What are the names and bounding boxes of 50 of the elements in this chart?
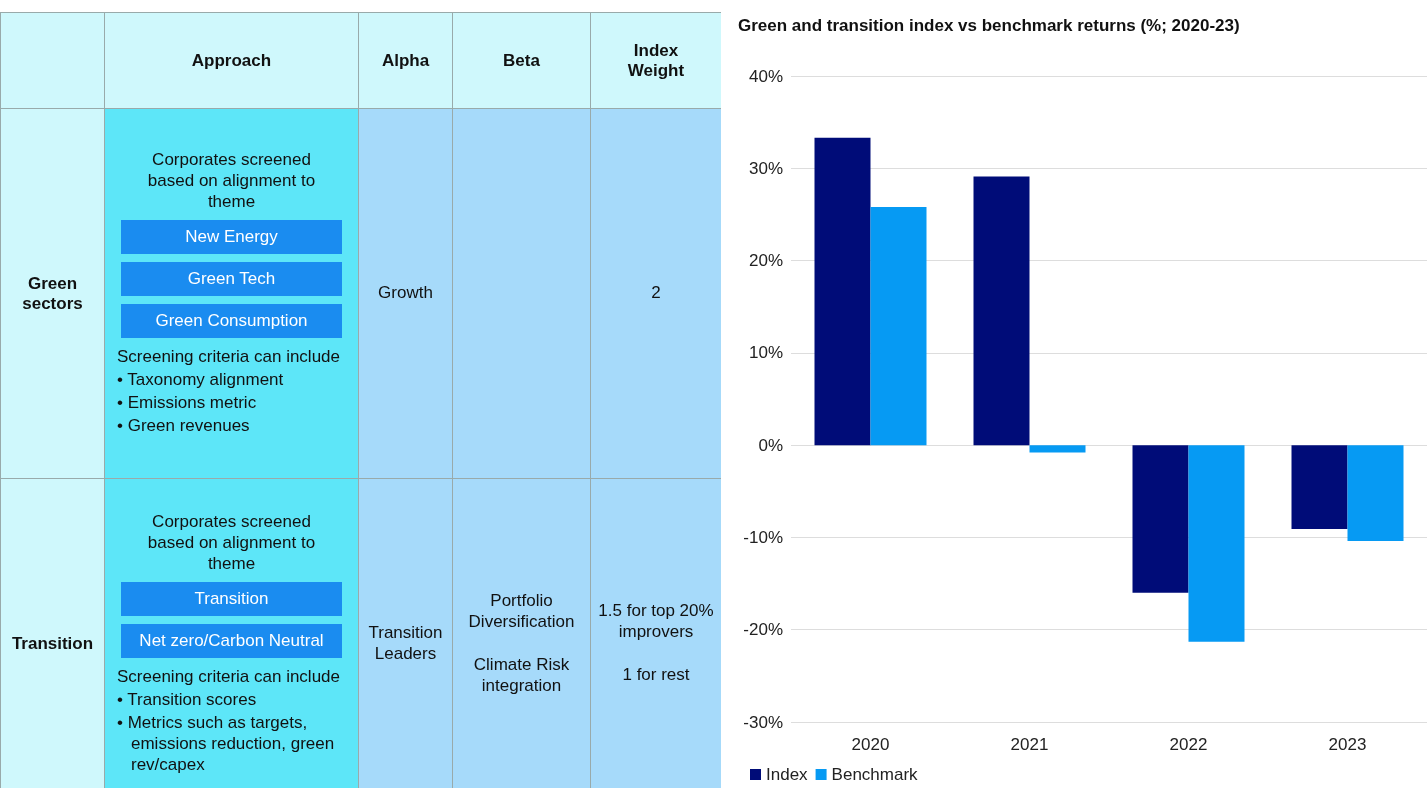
category-label: Index Weight xyxy=(590,12,722,109)
text: Growth xyxy=(378,283,433,302)
text: Transition Leaders xyxy=(368,622,443,663)
bar xyxy=(814,137,871,446)
bar xyxy=(1291,445,1348,530)
bar xyxy=(1188,445,1245,642)
bar xyxy=(1132,445,1189,593)
text: New Energy xyxy=(185,227,278,246)
y-tick-label: -30% xyxy=(743,712,783,732)
legend-label: Benchmark xyxy=(831,765,919,784)
y-tick-label: 0% xyxy=(758,435,783,455)
text: Net zero/Carbon Neutral xyxy=(139,630,324,650)
y-tick-label: 20% xyxy=(748,251,783,271)
y-tick-label: 40% xyxy=(748,66,783,86)
bar xyxy=(870,207,927,446)
text: Green Tech xyxy=(187,269,276,288)
text: Transition xyxy=(194,588,269,608)
category-label: Beta xyxy=(452,12,591,109)
x-tick-label: 2023 xyxy=(1328,735,1367,754)
text: • Metrics such as targets, emissions reduction, green rev/capex xyxy=(117,712,335,774)
chart-title: Green and transition index vs benchmark returns (%; 2020-23) xyxy=(738,16,1240,35)
category-label: Green sectors xyxy=(22,273,83,313)
text: Corporates screened based on alignment to theme xyxy=(147,150,316,211)
x-tick-label: 2021 xyxy=(1010,735,1049,754)
x-tick-label: 2020 xyxy=(851,735,890,754)
text: 1 for rest xyxy=(622,665,690,684)
bar xyxy=(1029,445,1086,453)
text: Portfolio Diversification xyxy=(468,590,575,631)
text: Corporates screened based on alignment to theme xyxy=(147,511,316,573)
x-tick-label: 2022 xyxy=(1169,735,1208,754)
category-label: Transition xyxy=(11,633,94,653)
y-tick-label: 10% xyxy=(748,343,783,363)
category-label: Alpha xyxy=(358,12,453,109)
text: Screening criteria can include xyxy=(117,347,341,366)
text: • Emissions metric xyxy=(117,393,257,412)
text: 2 xyxy=(651,283,661,302)
bar xyxy=(973,176,1030,446)
text: • Green revenues xyxy=(117,416,250,435)
text: Climate Risk integration xyxy=(473,654,570,695)
text: • Transition scores xyxy=(117,689,257,709)
y-tick-label: 30% xyxy=(748,158,783,178)
text: • Taxonomy alignment xyxy=(117,370,284,389)
legend-label: Index xyxy=(766,765,809,784)
y-tick-label: -10% xyxy=(743,527,783,547)
category-label: Approach xyxy=(104,12,359,109)
text: Screening criteria can include xyxy=(117,666,341,686)
y-tick-label: -20% xyxy=(743,620,783,640)
text: 1.5 for top 20% improvers xyxy=(598,601,714,641)
bar xyxy=(1347,445,1404,542)
text: Green Consumption xyxy=(155,311,308,330)
